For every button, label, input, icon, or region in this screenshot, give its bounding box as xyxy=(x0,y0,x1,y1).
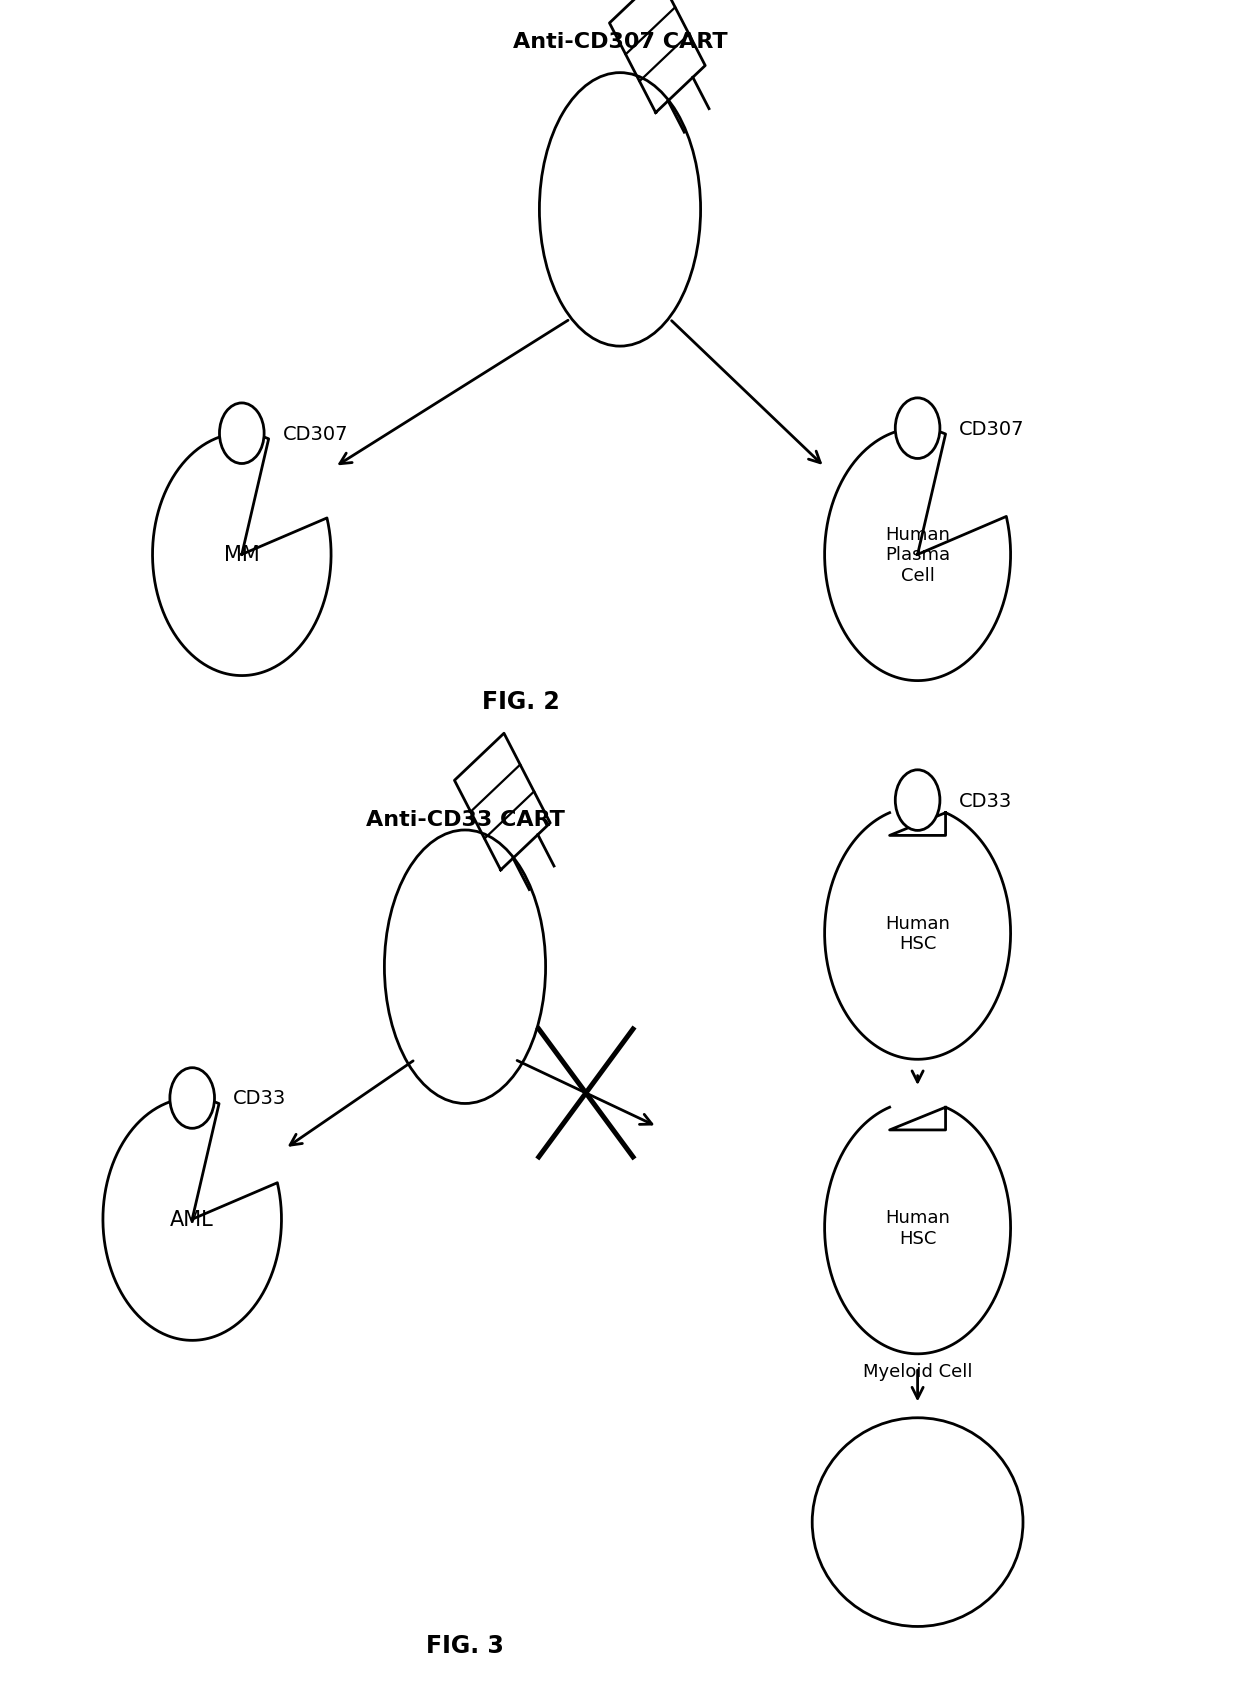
Text: CD307: CD307 xyxy=(283,424,348,444)
Circle shape xyxy=(895,399,940,459)
Text: Human
HSC: Human HSC xyxy=(885,913,950,954)
Ellipse shape xyxy=(384,831,546,1103)
Circle shape xyxy=(895,770,940,831)
Circle shape xyxy=(219,404,264,464)
Ellipse shape xyxy=(539,74,701,346)
Text: CD307: CD307 xyxy=(959,419,1024,439)
Text: Human
Plasma
Cell: Human Plasma Cell xyxy=(885,525,950,585)
Text: Human
HSC: Human HSC xyxy=(885,1208,950,1248)
Text: MM: MM xyxy=(224,545,259,565)
Text: FIG. 2: FIG. 2 xyxy=(482,690,559,713)
Circle shape xyxy=(170,1068,215,1129)
Text: FIG. 3: FIG. 3 xyxy=(427,1633,503,1657)
Text: AML: AML xyxy=(170,1209,215,1230)
Text: CD33: CD33 xyxy=(959,791,1012,811)
Ellipse shape xyxy=(812,1418,1023,1626)
Text: Myeloid Cell: Myeloid Cell xyxy=(863,1362,972,1379)
Text: CD33: CD33 xyxy=(233,1088,286,1108)
Text: Anti-CD33 CART: Anti-CD33 CART xyxy=(366,809,564,829)
Text: Anti-CD307 CART: Anti-CD307 CART xyxy=(512,32,728,52)
